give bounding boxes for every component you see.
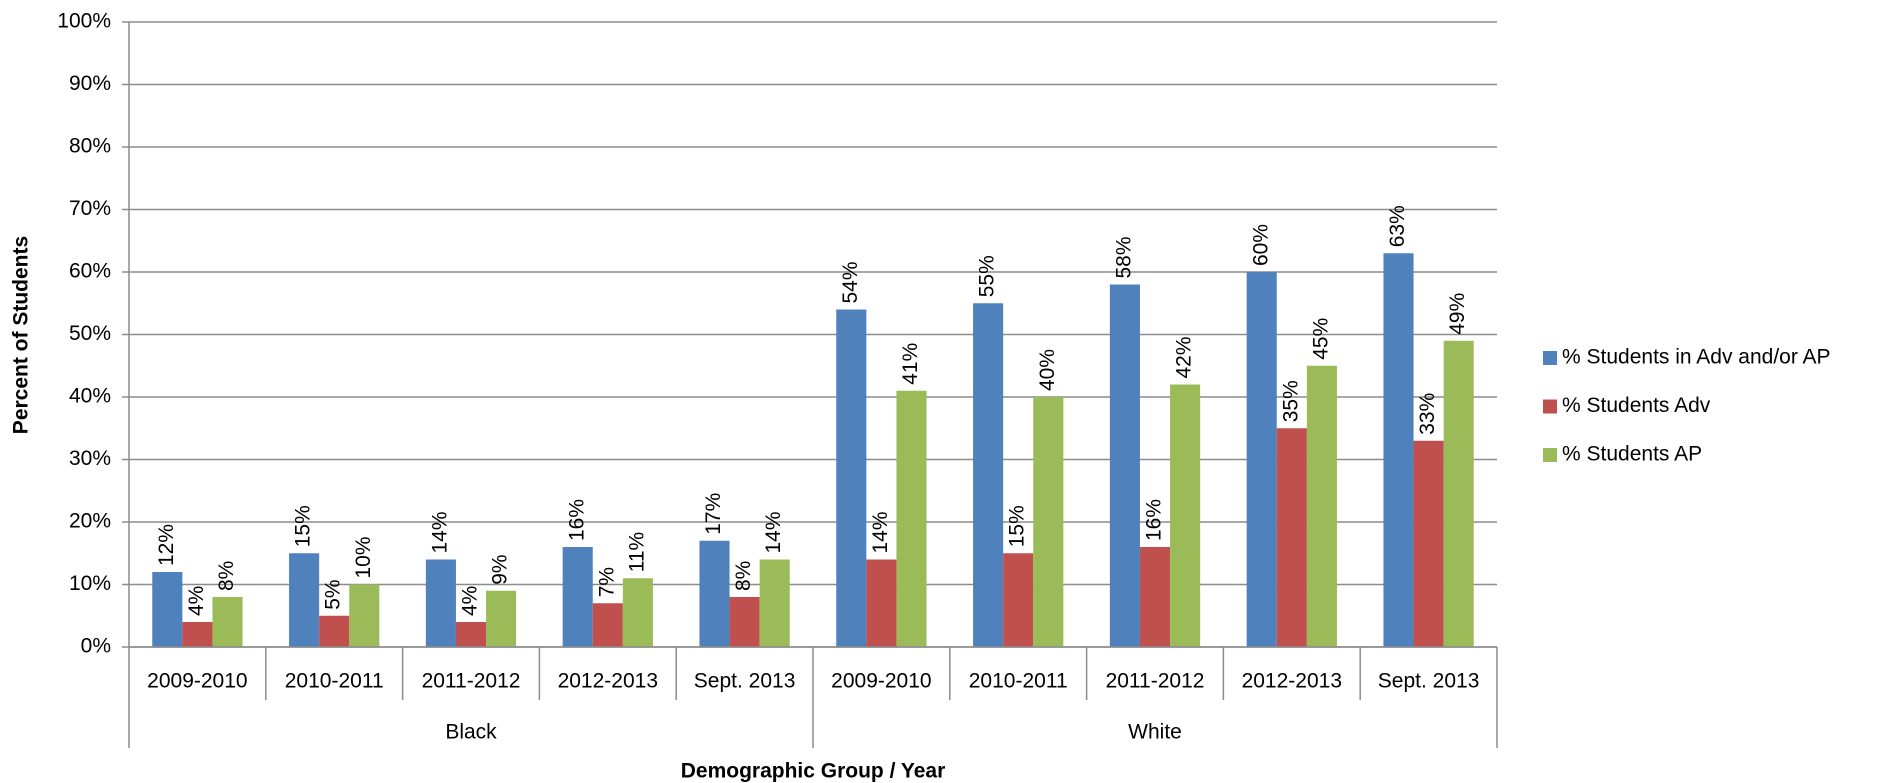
data-label: 9% (489, 554, 512, 584)
x-tick-label: 2010-2011 (285, 670, 384, 693)
data-label: 40% (1036, 349, 1059, 391)
legend-label: % Students in Adv and/or AP (1562, 346, 1831, 369)
bar (592, 603, 623, 647)
data-label: 42% (1173, 336, 1196, 378)
legend-swatch (1543, 399, 1557, 414)
x-tick-label: Sept. 2013 (694, 670, 796, 693)
bar (349, 584, 380, 647)
data-label: 35% (1279, 380, 1302, 422)
data-label: 14% (762, 511, 785, 553)
legend-label: % Students Adv (1562, 394, 1711, 417)
bar (1003, 553, 1034, 647)
y-tick-label: 30% (69, 447, 111, 470)
data-label: 8% (215, 561, 238, 591)
x-tick-label: 2012-2013 (1242, 670, 1342, 693)
legend-swatch (1543, 448, 1557, 462)
group-label: White (1128, 721, 1182, 744)
bar (1139, 547, 1171, 647)
data-label: 7% (595, 567, 618, 597)
data-label: 14% (428, 511, 451, 553)
x-tick-label: 2009-2010 (831, 670, 931, 693)
data-label: 10% (352, 536, 375, 578)
y-tick-label: 100% (57, 10, 111, 33)
bar (1383, 253, 1414, 647)
data-label: 8% (732, 561, 755, 591)
data-label: 16% (565, 499, 588, 541)
bar (1276, 428, 1307, 647)
y-tick-label: 90% (69, 72, 111, 95)
bar (973, 303, 1004, 647)
bar (896, 390, 927, 647)
bar (1170, 384, 1201, 647)
data-label: 54% (839, 261, 862, 303)
data-label: 4% (459, 586, 482, 616)
bar (1109, 284, 1140, 647)
data-label: 15% (292, 505, 315, 547)
data-label: 4% (185, 586, 208, 616)
bar (212, 597, 243, 647)
y-tick-label: 80% (69, 135, 111, 158)
data-label: 63% (1386, 205, 1409, 247)
x-tick-label: 2010-2011 (969, 670, 1068, 693)
x-tick-label: 2009-2010 (147, 670, 247, 693)
y-tick-label: 50% (69, 322, 111, 345)
y-tick-label: 20% (69, 510, 111, 533)
data-label: 60% (1249, 224, 1272, 266)
bar (729, 597, 760, 647)
y-tick-label: 60% (69, 260, 111, 283)
data-label: 12% (155, 524, 178, 566)
data-label: 55% (976, 255, 999, 297)
data-label: 11% (625, 532, 648, 572)
data-label: 58% (1112, 236, 1135, 278)
y-tick-label: 0% (81, 635, 111, 658)
data-label: 5% (322, 579, 345, 609)
data-label: 17% (702, 493, 725, 535)
y-axis-title: Percent of Students (10, 236, 33, 434)
y-tick-label: 10% (69, 572, 111, 595)
bar (1246, 272, 1277, 647)
bar (1033, 397, 1064, 647)
bar (455, 622, 487, 647)
bar (289, 553, 320, 647)
y-tick-label: 70% (69, 197, 111, 220)
x-tick-label: Sept. 2013 (1378, 670, 1480, 693)
x-tick-label: 2012-2013 (558, 670, 658, 693)
data-label: 49% (1446, 293, 1469, 335)
bar (152, 572, 183, 647)
legend-label: % Students AP (1562, 443, 1702, 466)
legend-swatch (1543, 351, 1557, 365)
data-label: 14% (869, 511, 892, 553)
data-label: 33% (1416, 393, 1439, 435)
bar (699, 540, 730, 647)
bar (836, 309, 867, 647)
x-axis-title: Demographic Group / Year (681, 760, 946, 783)
bar (486, 590, 517, 647)
group-label: Black (445, 721, 497, 744)
x-tick-label: 2011-2012 (422, 670, 521, 693)
data-label: 16% (1143, 499, 1166, 541)
x-tick-label: 2011-2012 (1106, 670, 1205, 693)
bar (182, 622, 213, 647)
bar (1413, 440, 1444, 647)
bar (319, 615, 350, 647)
y-tick-label: 40% (69, 385, 111, 408)
data-label: 15% (1006, 505, 1029, 547)
bar (562, 547, 593, 647)
data-label: 45% (1309, 318, 1332, 360)
bar (622, 578, 653, 647)
bar (1306, 365, 1337, 647)
bar (1443, 340, 1474, 647)
bar (866, 559, 897, 647)
data-label: 41% (899, 343, 922, 385)
bar (425, 559, 456, 647)
bar (759, 559, 790, 647)
